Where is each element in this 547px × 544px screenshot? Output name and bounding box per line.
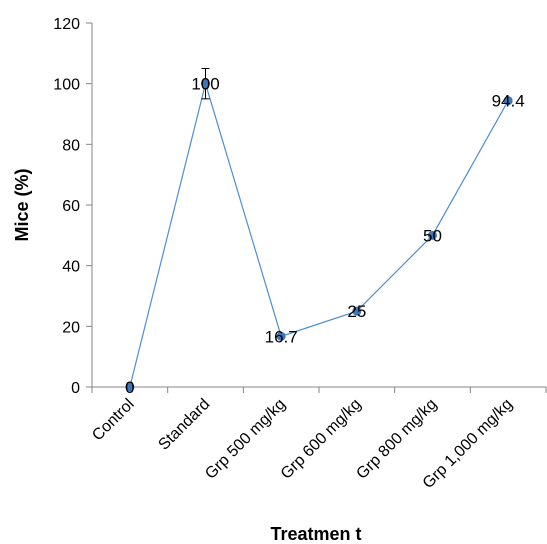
data-label: 94.4 bbox=[492, 92, 525, 111]
y-tick-label: 120 bbox=[53, 16, 80, 33]
x-tick-label: Control bbox=[89, 396, 137, 444]
data-point bbox=[276, 331, 286, 341]
y-tick-label: 60 bbox=[62, 198, 80, 215]
series bbox=[125, 68, 513, 392]
y-tick-label: 40 bbox=[62, 259, 80, 276]
data-label: 0 bbox=[125, 378, 134, 397]
data-label: 100 bbox=[191, 75, 219, 94]
y-tick-label: 100 bbox=[53, 77, 80, 94]
y-tick-label: 0 bbox=[71, 380, 80, 397]
y-axis-ticks: 0 20 40 60 80 100 120 bbox=[53, 16, 92, 397]
data-point bbox=[352, 306, 362, 316]
data-point bbox=[201, 79, 210, 89]
data-label: 16.7 bbox=[265, 327, 298, 346]
series-line bbox=[129, 81, 509, 388]
x-tick-label: Standard bbox=[155, 396, 213, 454]
x-tick-label: Grp 600 mg/kg bbox=[278, 396, 365, 483]
y-axis-title: Mice (%) bbox=[12, 168, 32, 241]
data-label: 25 bbox=[347, 302, 366, 321]
data-point bbox=[503, 96, 513, 106]
data-point bbox=[428, 230, 437, 240]
data-point bbox=[125, 382, 135, 392]
y-tick-label: 20 bbox=[62, 319, 80, 336]
axes bbox=[91, 23, 546, 388]
data-label: 50 bbox=[423, 226, 442, 245]
x-axis-title: Treatmen t bbox=[270, 524, 361, 544]
data-labels: 0 100 16.7 25 50 94.4 bbox=[125, 75, 525, 397]
y-tick-label: 80 bbox=[62, 137, 80, 154]
x-tick-label: Grp 500 mg/kg bbox=[202, 396, 289, 483]
x-tick-label: Grp 800 mg/kg bbox=[353, 396, 440, 483]
